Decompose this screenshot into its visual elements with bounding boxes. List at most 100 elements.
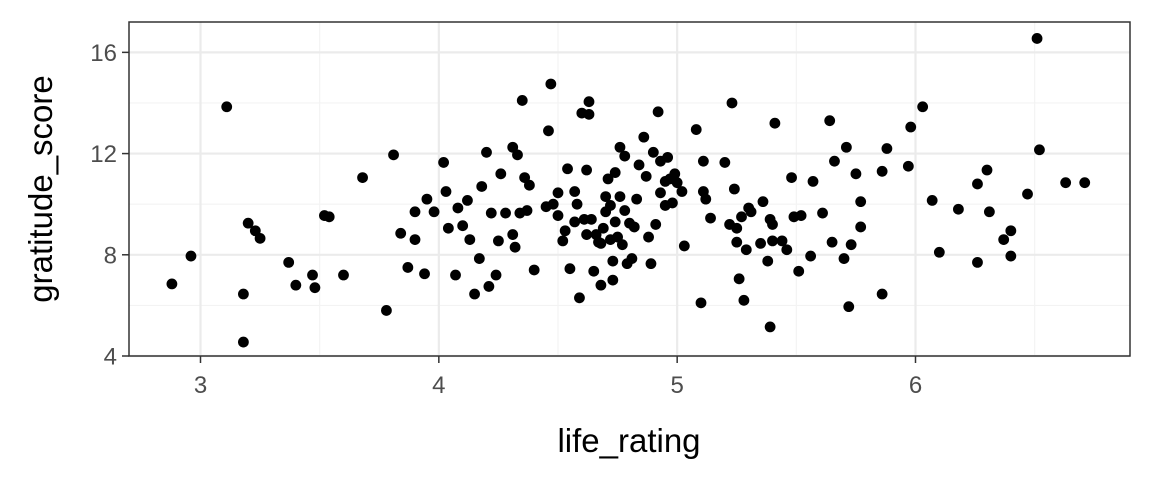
data-point <box>381 305 392 316</box>
data-point <box>609 216 621 228</box>
data-point <box>616 239 628 251</box>
data-point <box>338 269 349 281</box>
data-point <box>438 157 449 168</box>
x-tick-label: 3 <box>194 372 207 399</box>
data-point <box>762 255 774 267</box>
data-point <box>1005 225 1017 237</box>
data-point <box>242 217 254 229</box>
data-point <box>826 236 838 248</box>
data-point <box>726 97 738 109</box>
data-point <box>516 95 528 106</box>
data-point <box>738 294 750 306</box>
data-point <box>562 163 573 175</box>
data-point <box>850 168 862 180</box>
data-point <box>495 168 507 180</box>
data-point <box>462 194 473 206</box>
data-point <box>409 206 421 218</box>
data-point <box>421 193 433 205</box>
data-point <box>323 211 335 223</box>
data-point <box>764 321 776 333</box>
data-point <box>733 273 745 285</box>
data-point <box>547 198 559 210</box>
data-point <box>876 288 888 300</box>
data-point <box>705 212 716 224</box>
data-point <box>238 336 249 348</box>
data-point <box>855 221 867 233</box>
data-point <box>1005 250 1017 262</box>
data-point <box>569 216 581 228</box>
data-point <box>745 206 757 218</box>
data-point <box>1079 177 1091 189</box>
data-point <box>571 198 583 210</box>
data-point <box>440 186 452 197</box>
data-point <box>450 269 461 281</box>
y-tick-label: 8 <box>104 242 117 269</box>
data-point <box>972 178 983 190</box>
data-point <box>528 264 540 276</box>
data-point <box>254 232 266 244</box>
x-tick-label: 5 <box>670 372 683 399</box>
data-point <box>607 255 619 267</box>
data-point <box>388 149 399 161</box>
data-point <box>843 301 855 313</box>
data-point <box>669 168 681 180</box>
data-point <box>512 149 523 161</box>
data-point <box>581 229 592 240</box>
data-point <box>507 229 519 240</box>
data-point <box>419 268 430 280</box>
data-point <box>581 164 592 176</box>
data-point <box>583 108 595 120</box>
data-point <box>662 151 674 163</box>
data-point <box>166 278 178 290</box>
data-point <box>409 234 421 246</box>
data-point <box>395 227 407 239</box>
data-point <box>998 234 1010 246</box>
data-point <box>731 222 743 234</box>
data-point <box>926 194 938 206</box>
data-point <box>757 196 769 208</box>
data-point <box>609 167 621 178</box>
data-point <box>755 238 766 249</box>
data-point <box>767 235 778 247</box>
data-point <box>638 131 650 143</box>
data-point <box>1060 177 1072 189</box>
data-point <box>631 193 643 205</box>
data-point <box>719 157 731 168</box>
data-point <box>559 225 571 237</box>
data-point <box>700 193 712 205</box>
data-point <box>793 265 805 277</box>
data-point <box>605 200 616 211</box>
data-point <box>357 172 368 184</box>
data-point <box>597 222 609 234</box>
data-point <box>469 288 480 300</box>
x-tick-label: 4 <box>432 372 445 399</box>
data-point <box>855 196 867 208</box>
data-point <box>786 172 797 184</box>
data-point <box>1031 33 1043 44</box>
data-point <box>647 146 659 158</box>
data-point <box>983 206 995 218</box>
data-point <box>652 106 664 118</box>
data-point <box>600 191 612 202</box>
data-point <box>442 222 454 234</box>
data-point <box>824 115 836 127</box>
data-point <box>697 155 709 167</box>
data-point <box>769 117 781 129</box>
data-point <box>614 141 626 153</box>
data-point <box>905 121 917 133</box>
x-tick-label: 6 <box>909 372 922 399</box>
data-point <box>619 150 631 162</box>
data-point <box>238 288 249 300</box>
panel-border <box>128 21 1131 357</box>
x-axis-title: life_rating <box>557 422 700 459</box>
data-point <box>428 206 440 218</box>
data-point <box>614 191 626 202</box>
data-point <box>640 170 652 182</box>
data-point <box>543 125 554 137</box>
data-point <box>290 279 302 291</box>
data-point <box>564 263 576 275</box>
data-point <box>619 205 631 216</box>
y-axis: 4 8 12 16 <box>90 40 129 371</box>
data-point <box>490 269 502 281</box>
